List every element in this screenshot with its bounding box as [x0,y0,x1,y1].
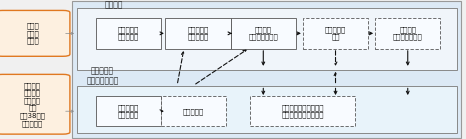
Text: 人事委員会
（公平委員会）: 人事委員会 （公平委員会） [86,66,119,85]
Text: 任命権者: 任命権者 [105,1,123,9]
FancyBboxPatch shape [96,18,161,49]
FancyBboxPatch shape [77,86,457,133]
Text: 調査経過の報告要求・
調査経過への意見陳述: 調査経過の報告要求・ 調査経過への意見陳述 [281,104,324,118]
FancyBboxPatch shape [96,96,161,126]
FancyBboxPatch shape [165,18,231,49]
Text: 働きかけ
を受けた
者による
届出
（第38条の
２第７項）: 働きかけ を受けた 者による 届出 （第38条の ２第７項） [20,82,46,127]
Text: 違反行為の
疑いの把握: 違反行為の 疑いの把握 [117,104,139,118]
FancyBboxPatch shape [375,18,440,49]
Text: 第三者
による
通報等: 第三者 による 通報等 [26,22,39,44]
Text: 調査経過の
報告: 調査経過の 報告 [325,26,346,40]
FancyBboxPatch shape [251,96,355,126]
Text: 違反行為の
情報の報告: 違反行為の 情報の報告 [187,26,209,40]
Text: 違反行為の
疑いの把握: 違反行為の 疑いの把握 [117,26,139,40]
Text: 調査終了
（終了の報告）: 調査終了 （終了の報告） [393,26,423,40]
FancyBboxPatch shape [0,74,70,134]
FancyBboxPatch shape [77,8,457,70]
FancyBboxPatch shape [0,10,70,56]
FancyBboxPatch shape [72,1,461,138]
FancyBboxPatch shape [161,96,226,126]
FancyBboxPatch shape [303,18,368,49]
FancyBboxPatch shape [231,18,296,49]
Text: 調査の要求: 調査の要求 [183,108,204,115]
Text: 調査開始
（開始の通知）: 調査開始 （開始の通知） [248,26,278,40]
